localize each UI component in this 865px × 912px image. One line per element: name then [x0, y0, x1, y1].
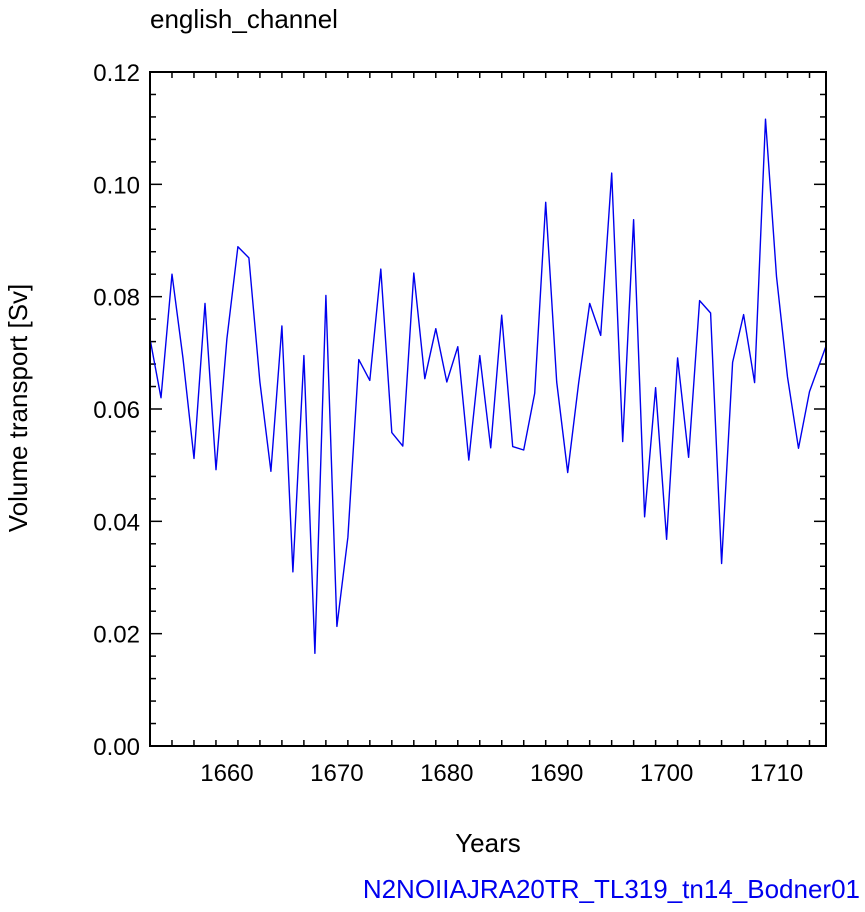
x-tick-label: 1700	[640, 760, 693, 787]
y-axis-tick-labels: 0.00 0.02 0.04 0.06 0.08 0.10 0.12	[93, 60, 140, 761]
y-tick-label: 0.04	[93, 509, 140, 536]
x-axis-title: Years	[455, 828, 521, 858]
y-tick-label: 0.08	[93, 285, 140, 312]
y-tick-label: 0.12	[93, 60, 140, 87]
y-axis-ticks	[150, 71, 826, 747]
y-tick-label: 0.06	[93, 397, 140, 424]
plot-frame	[149, 71, 827, 747]
x-axis-tick-labels: 1660 1670 1680 1690 1700 1710	[200, 760, 803, 787]
x-tick-label: 1680	[420, 760, 473, 787]
x-axis-ticks	[149, 72, 811, 746]
x-tick-label: 1690	[530, 760, 583, 787]
series-line	[149, 118, 827, 654]
y-tick-label: 0.10	[93, 172, 140, 199]
x-tick-label: 1710	[750, 760, 803, 787]
y-tick-label: 0.00	[93, 734, 140, 761]
x-tick-label: 1660	[200, 760, 253, 787]
y-axis-title: Volume transport [Sv]	[3, 284, 33, 533]
chart-title: english_channel	[150, 4, 338, 34]
run-name-footer: N2NOIIAJRA20TR_TL319_tn14_Bodner01	[363, 874, 860, 904]
y-tick-label: 0.02	[93, 622, 140, 649]
x-tick-label: 1670	[310, 760, 363, 787]
